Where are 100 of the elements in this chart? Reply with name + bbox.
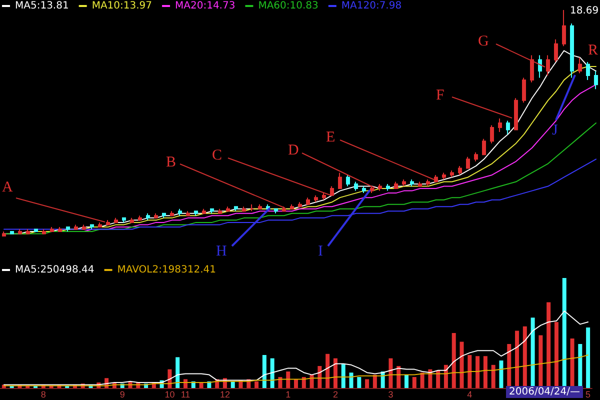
candlestick <box>434 174 438 182</box>
candlestick <box>234 206 238 212</box>
candlestick <box>282 206 286 212</box>
candlestick <box>402 179 406 187</box>
candlestick <box>418 181 422 187</box>
candlestick <box>114 217 118 223</box>
candlestick <box>74 224 78 230</box>
candlestick <box>18 228 22 234</box>
bar <box>436 370 440 388</box>
x-tick-label: 11 <box>180 390 190 400</box>
candlestick <box>474 152 478 162</box>
bar <box>460 342 464 388</box>
bar <box>491 364 496 388</box>
bar <box>326 354 330 388</box>
x-tick-label: 1 <box>286 390 291 400</box>
candlestick <box>90 224 94 230</box>
candlestick <box>146 212 150 221</box>
annotation: F <box>436 88 444 104</box>
bar <box>515 330 520 388</box>
x-tick-label: 10 <box>164 390 175 400</box>
candlestick <box>42 228 46 234</box>
candlestick <box>218 208 222 214</box>
bar <box>578 344 582 388</box>
candlestick <box>570 23 574 78</box>
candlestick <box>314 194 318 203</box>
bar <box>522 326 527 388</box>
text: H <box>216 244 227 260</box>
candlestick <box>458 165 462 176</box>
candlestick <box>394 181 398 190</box>
bar <box>530 318 535 388</box>
candlestick <box>338 172 342 190</box>
x-tick-label: 8 <box>40 390 46 400</box>
annotation: 2006/04/24/— <box>509 386 580 398</box>
annotation: E <box>326 130 336 146</box>
bar <box>546 302 551 388</box>
candlestick <box>530 54 534 83</box>
x-tick-label: 2 <box>332 390 338 400</box>
bar <box>357 377 362 388</box>
bar <box>365 379 370 388</box>
bar <box>310 374 314 388</box>
candlestick <box>98 222 102 228</box>
candlestick <box>178 208 182 216</box>
bar <box>420 372 424 388</box>
candlestick <box>130 217 134 223</box>
candlestick <box>578 56 582 74</box>
bar <box>278 377 282 388</box>
bar <box>554 322 558 388</box>
candlestick <box>378 184 382 192</box>
candlestick <box>354 181 358 192</box>
candlestick <box>370 186 374 194</box>
bar <box>176 357 180 388</box>
candlestick <box>170 210 174 216</box>
candlestick <box>186 210 190 216</box>
annotation: D <box>288 142 299 158</box>
annotation: B <box>166 154 176 170</box>
candlestick <box>10 230 14 234</box>
annotation: G <box>478 34 489 50</box>
legend-label: MA60:10.83 <box>258 0 318 12</box>
candlestick <box>426 179 430 187</box>
candlestick <box>538 54 542 78</box>
candlestick <box>546 54 550 76</box>
bar <box>538 335 543 388</box>
legend-label: MA20:14.73 <box>175 0 236 12</box>
candlestick <box>138 215 142 221</box>
annotation: R <box>588 42 598 58</box>
bar <box>302 377 306 388</box>
candlestick <box>26 228 30 234</box>
bar <box>341 364 346 388</box>
candlestick <box>154 212 158 218</box>
candlestick <box>250 204 254 212</box>
candlestick <box>226 206 230 212</box>
candlestick <box>594 70 598 90</box>
legend-label: MA5:250498.44 <box>15 264 94 276</box>
candlestick <box>82 224 86 230</box>
candlestick <box>522 77 526 104</box>
x-tick-label: 9 <box>120 390 125 400</box>
bar <box>199 382 204 388</box>
candlestick <box>322 192 326 200</box>
bar <box>262 355 266 388</box>
x-tick-label: 4 <box>467 390 472 400</box>
candlestick <box>506 120 510 135</box>
legend-label: MAVOL2:198312.41 <box>117 264 216 276</box>
bar <box>468 355 472 388</box>
bar <box>404 374 409 388</box>
candlestick <box>298 202 302 208</box>
candlestick <box>66 226 70 232</box>
bar <box>270 358 274 388</box>
bar <box>388 358 393 388</box>
bar <box>412 377 416 388</box>
bar <box>254 381 259 388</box>
bar <box>499 360 504 388</box>
candlestick <box>50 226 54 232</box>
bar <box>476 356 480 388</box>
candlestick <box>362 186 366 194</box>
annotation: C <box>212 148 222 164</box>
bar <box>372 374 377 388</box>
candlestick <box>58 226 62 232</box>
bar <box>286 372 290 388</box>
bar <box>230 381 235 388</box>
legend-label: MA5:13.81 <box>15 0 69 12</box>
